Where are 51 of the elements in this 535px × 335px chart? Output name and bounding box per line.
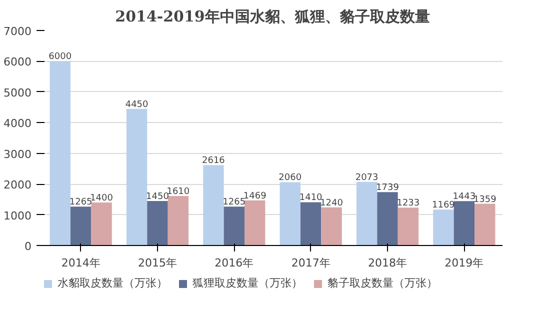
x-tick-label: 2017年 [291, 256, 330, 270]
bar [321, 207, 342, 246]
chart-title: 2014-2019年中国水貂、狐狸、貉子取皮数量 [115, 8, 430, 26]
bar [474, 204, 496, 246]
y-tick-label: 4000 [4, 117, 32, 130]
y-tick-label: 7000 [4, 25, 32, 38]
x-tick-label: 2018年 [368, 256, 408, 270]
bar [70, 206, 92, 246]
data-label: 6000 [48, 52, 72, 62]
data-label: 1410 [299, 193, 323, 204]
bar [203, 165, 224, 246]
bar [300, 202, 322, 246]
data-label: 1469 [243, 191, 267, 202]
data-label: 1443 [452, 192, 476, 202]
data-label: 2073 [355, 172, 378, 183]
bar [454, 201, 475, 246]
bar [168, 196, 189, 246]
data-label: 1400 [90, 194, 114, 204]
legend-label: 貉子取皮数量（万张） [327, 276, 438, 290]
data-label: 1359 [473, 194, 497, 205]
data-label: 1739 [376, 183, 400, 194]
data-label: 1240 [320, 198, 344, 208]
data-label: 2616 [202, 156, 226, 166]
bar [244, 200, 266, 246]
legend-label: 水貂取皮数量（万张） [57, 276, 168, 290]
y-tick-label: 1000 [4, 209, 32, 222]
y-tick-label: 0 [24, 240, 32, 253]
y-tick-label: 3000 [4, 148, 32, 161]
x-tick-label: 2015年 [138, 256, 178, 270]
bar [377, 192, 398, 246]
bar [50, 61, 70, 246]
legend-label: 狐狸取皮数量（万张） [192, 276, 302, 290]
x-tick-label: 2019年 [444, 256, 484, 270]
bar [126, 108, 148, 246]
data-label: 4450 [125, 100, 149, 110]
bar [356, 182, 378, 246]
data-label: 1265 [222, 198, 246, 208]
data-label: 1265 [69, 198, 92, 208]
bar [398, 208, 419, 246]
bar [280, 182, 300, 246]
data-label: 2060 [278, 173, 302, 184]
y-tick-label: 5000 [4, 86, 32, 100]
data-label: 1450 [146, 192, 170, 202]
x-tick-label: 2016年 [214, 256, 254, 270]
bar [224, 206, 245, 246]
y-tick-label: 2000 [4, 178, 32, 192]
x-tick-label: 2014年 [61, 256, 100, 270]
bar [433, 210, 454, 246]
bar [91, 202, 112, 246]
bar [147, 200, 168, 246]
y-tick-label: 6000 [4, 56, 32, 69]
